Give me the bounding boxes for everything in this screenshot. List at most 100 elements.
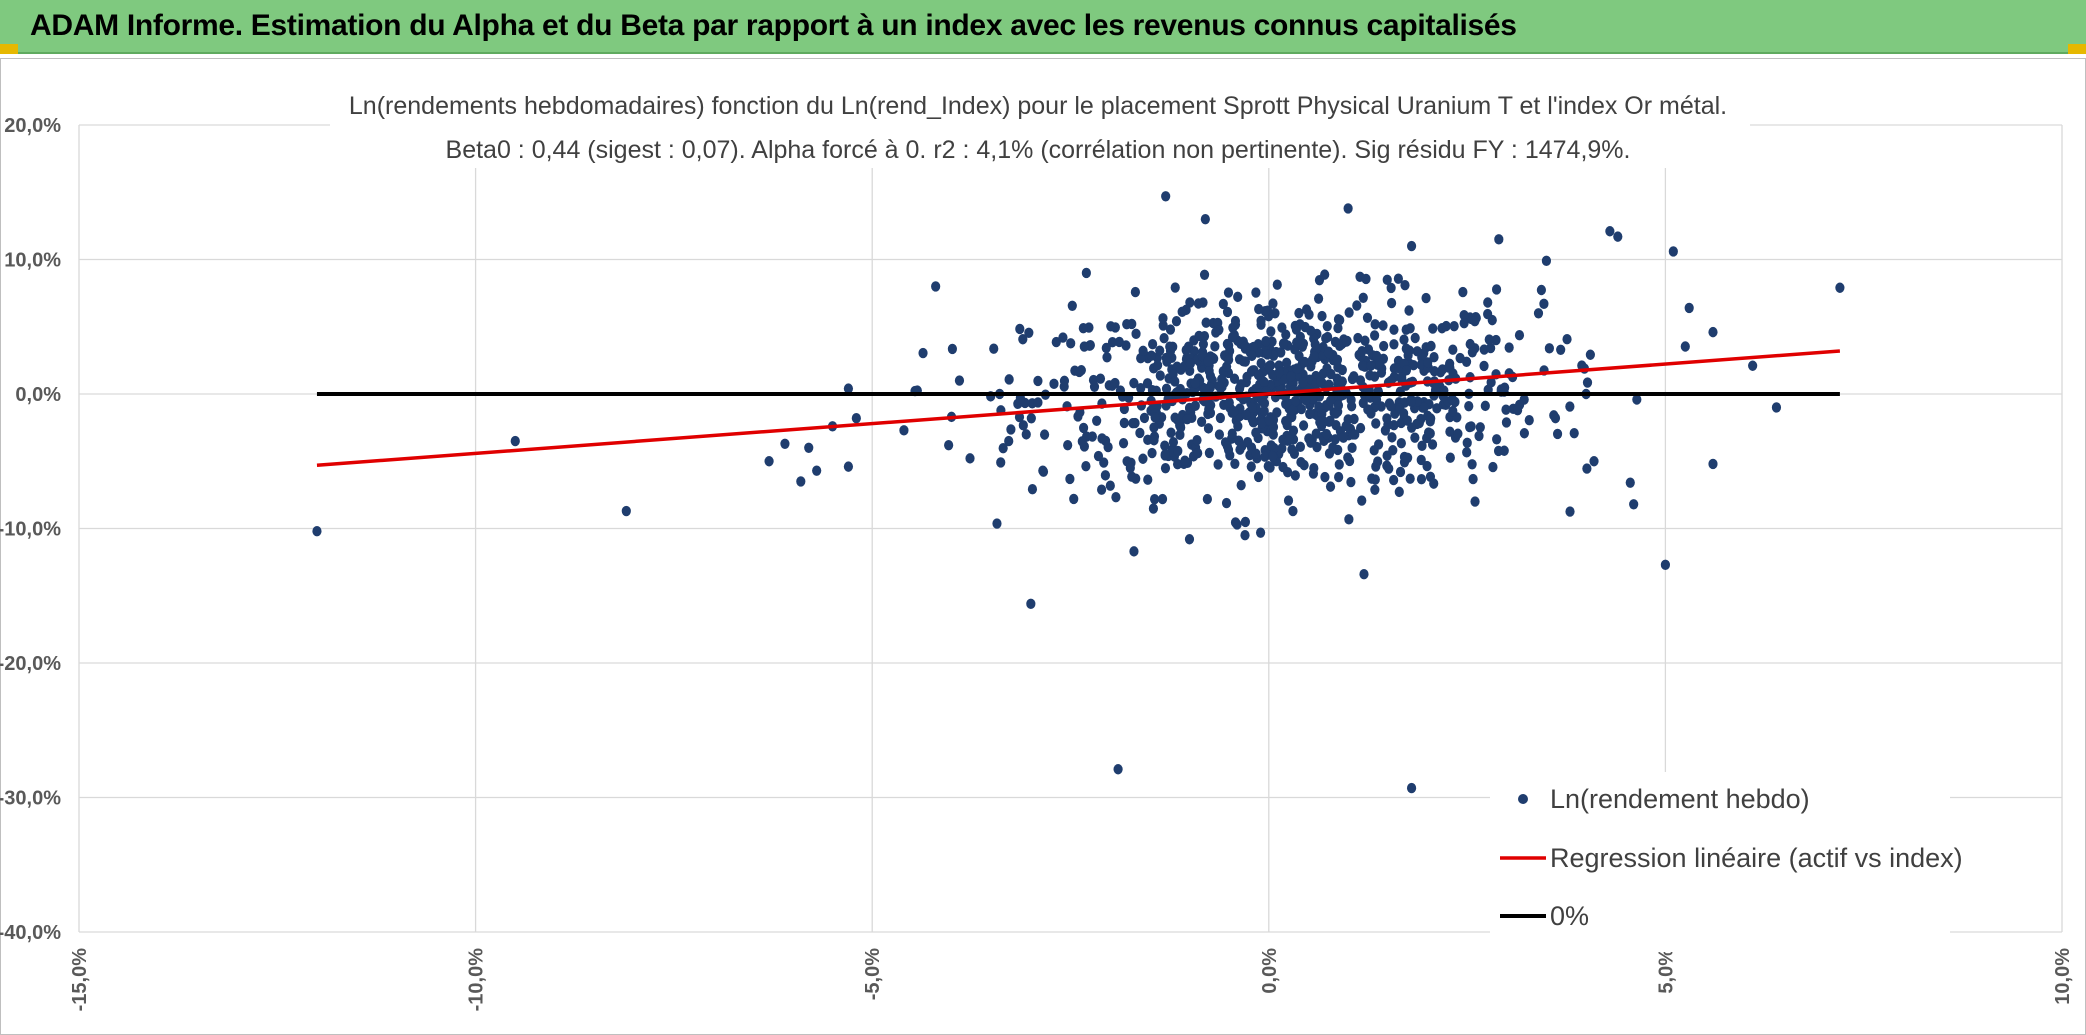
data-point xyxy=(1111,491,1121,503)
data-point xyxy=(1161,191,1171,202)
data-point xyxy=(1221,497,1232,509)
y-tick-label: -10,0% xyxy=(0,519,61,541)
data-point xyxy=(1004,374,1014,385)
x-tick-label: 10,0% xyxy=(2052,948,2074,1005)
data-point xyxy=(1494,234,1504,245)
data-point xyxy=(1405,473,1415,484)
data-point xyxy=(1148,338,1158,350)
data-point xyxy=(1088,374,1099,386)
data-point xyxy=(1170,376,1180,387)
data-point xyxy=(1625,477,1635,488)
data-point xyxy=(1399,334,1409,345)
data-point xyxy=(1292,363,1302,374)
data-point xyxy=(1059,375,1070,387)
data-point xyxy=(1266,440,1276,451)
data-point xyxy=(1361,273,1371,285)
data-point xyxy=(1251,287,1261,298)
data-point xyxy=(1253,471,1264,483)
header-bar: ADAM Informe. Estimation du Alpha et du … xyxy=(0,0,2086,54)
data-point xyxy=(1119,417,1129,429)
x-tick-label: -10,0% xyxy=(466,948,488,1012)
data-point xyxy=(1386,282,1396,294)
data-point xyxy=(1315,417,1325,428)
data-point xyxy=(1466,421,1476,432)
data-point xyxy=(1051,336,1061,348)
data-point xyxy=(1264,362,1274,373)
data-point xyxy=(1301,394,1311,406)
data-point xyxy=(1155,345,1165,356)
data-point xyxy=(1423,357,1433,368)
data-point xyxy=(1632,394,1642,405)
data-point xyxy=(1380,425,1390,436)
data-point xyxy=(1227,428,1237,439)
data-point xyxy=(1582,377,1593,388)
data-point xyxy=(1488,461,1498,473)
data-point xyxy=(1288,505,1298,517)
data-point xyxy=(996,457,1006,468)
data-point xyxy=(1170,412,1180,423)
data-point xyxy=(1211,327,1221,338)
data-point xyxy=(1286,371,1296,382)
data-point xyxy=(1247,402,1257,413)
data-point xyxy=(1232,519,1242,530)
data-point xyxy=(1295,441,1305,453)
data-point xyxy=(1346,394,1356,406)
data-point xyxy=(1160,449,1170,460)
data-point xyxy=(1069,493,1079,505)
data-point xyxy=(1193,448,1203,459)
data-point xyxy=(1260,451,1270,462)
corner-mark-left xyxy=(0,44,18,54)
data-point xyxy=(1467,459,1477,470)
data-point xyxy=(1326,368,1336,380)
data-point xyxy=(1400,279,1410,291)
data-point xyxy=(1343,452,1353,463)
data-point xyxy=(843,383,854,394)
data-point xyxy=(1203,356,1213,367)
data-point xyxy=(1412,346,1422,357)
data-point xyxy=(1334,459,1344,470)
data-point xyxy=(1491,284,1502,295)
data-point xyxy=(1423,427,1434,438)
data-point xyxy=(1562,334,1572,345)
data-point xyxy=(1359,569,1369,580)
data-point xyxy=(1149,422,1159,433)
y-tick-label: -40,0% xyxy=(0,922,61,944)
data-point xyxy=(1343,203,1353,214)
data-point xyxy=(1026,413,1036,424)
data-point xyxy=(1467,347,1477,358)
data-point xyxy=(1349,371,1359,382)
data-point xyxy=(1110,377,1120,389)
data-point xyxy=(1486,342,1496,354)
data-point xyxy=(1296,403,1307,415)
data-point xyxy=(1230,458,1240,469)
data-point xyxy=(1468,473,1478,485)
data-point xyxy=(1550,412,1561,424)
data-point xyxy=(1130,417,1140,429)
data-point xyxy=(1184,534,1195,545)
data-point xyxy=(1447,394,1457,405)
data-point xyxy=(1097,484,1107,495)
data-point xyxy=(1287,444,1297,455)
data-point xyxy=(992,518,1002,529)
data-point xyxy=(1125,462,1135,474)
data-point xyxy=(1203,423,1214,434)
data-point xyxy=(1235,383,1245,394)
data-point xyxy=(1536,284,1546,296)
data-point xyxy=(1176,364,1186,375)
data-point xyxy=(1475,422,1485,433)
data-point xyxy=(1107,337,1118,348)
data-point xyxy=(1372,350,1382,362)
data-point xyxy=(1410,432,1420,443)
data-point xyxy=(1224,354,1234,365)
data-point xyxy=(1139,412,1150,424)
data-point xyxy=(1160,440,1170,451)
legend-label-regression: Regression linéaire (actif vs index) xyxy=(1550,843,1963,873)
data-point xyxy=(1470,496,1480,507)
data-point xyxy=(1370,474,1380,485)
data-point xyxy=(1259,405,1269,417)
data-point xyxy=(1146,350,1156,361)
data-point xyxy=(1194,330,1204,342)
x-tick-label: -5,0% xyxy=(862,948,884,1000)
data-point xyxy=(1204,447,1214,459)
data-point xyxy=(1403,452,1413,464)
